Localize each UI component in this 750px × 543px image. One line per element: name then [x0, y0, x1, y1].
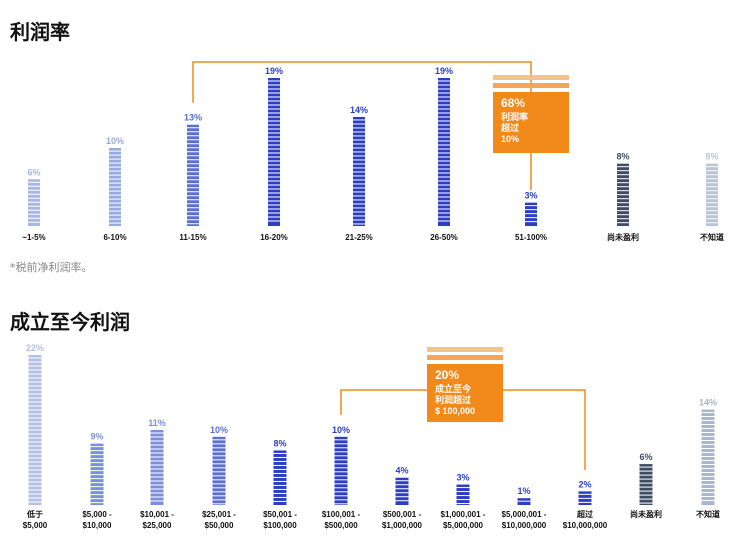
category-label: $50,000 — [205, 521, 234, 530]
callout-text-line: 成立至今 — [435, 383, 472, 394]
bar — [578, 491, 592, 505]
bar — [109, 148, 121, 226]
bar-fill — [701, 409, 715, 505]
category-label: 不知道 — [696, 509, 720, 519]
callout-text-line: 利润超过 — [434, 394, 471, 405]
callout-text-line: 10% — [501, 134, 519, 144]
bar-fill — [268, 78, 280, 226]
bar-fill — [438, 78, 450, 226]
value-label: 10% — [106, 136, 124, 146]
value-label: 1% — [517, 486, 530, 496]
category-label: $100,001 - — [322, 510, 361, 519]
bar — [517, 498, 531, 505]
callout-text-line: $ 100,000 — [435, 406, 475, 416]
bar — [353, 116, 365, 226]
bar — [706, 163, 718, 226]
category-label: $500,001 - — [383, 510, 422, 519]
value-label: 14% — [350, 105, 368, 115]
value-label: 11% — [148, 418, 166, 428]
value-label: 8% — [705, 152, 718, 162]
value-label: 10% — [332, 425, 350, 435]
value-label: 4% — [395, 466, 408, 476]
bar — [456, 484, 470, 505]
value-label: 8% — [616, 152, 629, 162]
bar — [438, 78, 450, 226]
value-label: 19% — [435, 66, 453, 76]
category-label: $5,000,001 - — [502, 510, 547, 519]
bar — [90, 443, 104, 505]
value-label: 3% — [524, 191, 537, 201]
category-label: $10,000,000 — [563, 521, 608, 530]
category-label: 26-50% — [430, 233, 458, 242]
value-label: 2% — [578, 479, 591, 489]
category-label: $5,000 - — [82, 510, 112, 519]
bar — [701, 409, 715, 505]
callout-text-line: 超过 — [500, 122, 519, 133]
category-label: $10,001 - — [140, 510, 174, 519]
value-label: 22% — [26, 343, 44, 353]
bar — [28, 355, 42, 505]
bar-fill — [212, 436, 226, 505]
value-label: 6% — [639, 452, 652, 462]
value-label: 14% — [699, 398, 717, 408]
category-label: 低于 — [26, 509, 43, 519]
callout-box — [493, 92, 569, 153]
callout-text-line: 20% — [435, 368, 459, 382]
bar — [395, 477, 409, 505]
callout-stripe — [493, 83, 569, 88]
bar — [334, 436, 348, 505]
footnote: *税前净利润率。 — [10, 261, 93, 274]
category-label: $25,000 — [143, 521, 172, 530]
callout-stripe — [493, 75, 569, 80]
bar-fill — [525, 202, 537, 226]
bar — [28, 179, 40, 226]
bar — [639, 464, 653, 505]
bar — [525, 202, 537, 226]
category-label: $10,000 — [83, 521, 112, 530]
category-label: 11-15% — [179, 233, 206, 242]
category-label: $100,000 — [263, 521, 297, 530]
category-label: $5,000 — [23, 521, 48, 530]
category-label: 6-10% — [103, 233, 126, 242]
callout-stripe — [427, 355, 503, 360]
value-label: 6% — [27, 167, 40, 177]
callout-stripe — [427, 347, 503, 352]
category-label: $50,001 - — [263, 510, 297, 519]
value-label: 19% — [265, 66, 283, 76]
bar — [187, 124, 199, 226]
value-label: 10% — [210, 425, 228, 435]
category-label: 尚未盈利 — [607, 232, 639, 242]
callout-text-line: 利润率 — [500, 111, 528, 122]
category-label: ~1-5% — [22, 233, 45, 242]
bar — [273, 450, 287, 505]
category-label: $500,000 — [324, 521, 358, 530]
value-label: 8% — [273, 438, 286, 448]
bar-fill — [334, 436, 348, 505]
category-label: $1,000,001 - — [441, 510, 486, 519]
category-label: 16-20% — [260, 233, 288, 242]
value-label: 3% — [456, 473, 469, 483]
category-label: 超过 — [576, 509, 593, 519]
bar — [617, 163, 629, 226]
category-label: 21-25% — [345, 233, 373, 242]
value-label: 9% — [90, 432, 103, 442]
chart-1: 68%利润率超过10%6%~1-5%10%6-10%13%11-15%19%16… — [22, 61, 724, 242]
callout-text-line: 68% — [501, 96, 525, 110]
category-label: $1,000,000 — [382, 521, 423, 530]
bar — [150, 430, 164, 505]
value-label: 13% — [184, 113, 202, 123]
category-label: 51-100% — [515, 233, 547, 242]
category-label: $5,000,000 — [443, 521, 484, 530]
category-label: 不知道 — [700, 232, 724, 242]
category-label: 尚未盈利 — [630, 509, 662, 519]
chart-title-cumulative-profit: 成立至今利润 — [10, 312, 130, 334]
callout-box — [427, 364, 503, 422]
bar — [212, 436, 226, 505]
category-label: $25,001 - — [202, 510, 236, 519]
bar — [268, 78, 280, 226]
category-label: $10,000,000 — [502, 521, 547, 530]
chart-title-profit-margin: 利润率 — [10, 22, 70, 44]
